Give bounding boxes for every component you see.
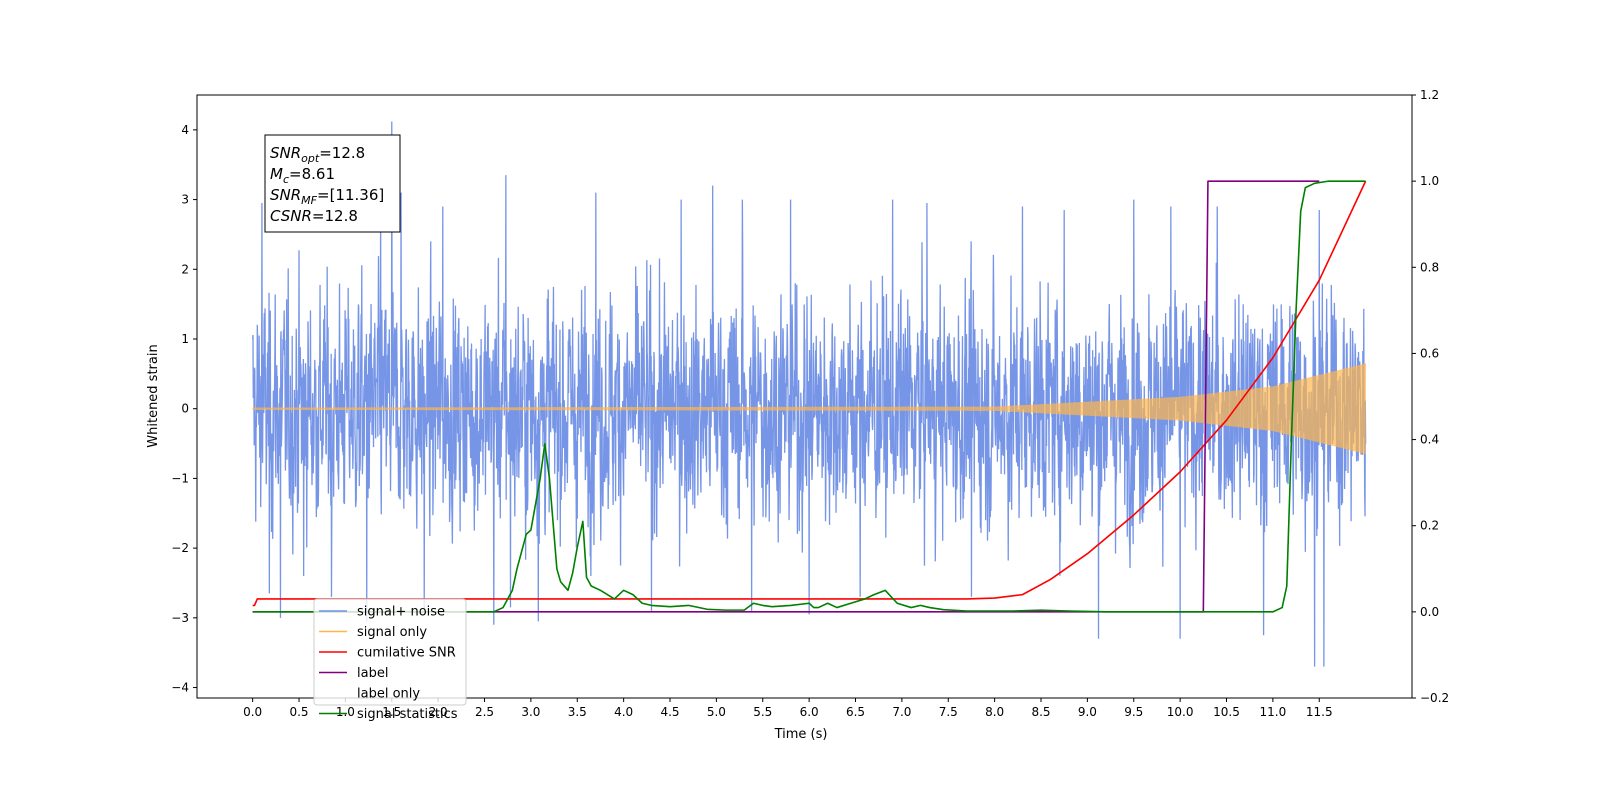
legend-label: signal+ noise: [357, 605, 445, 620]
series-signal-statistics: [252, 180, 1366, 613]
x-tick-label: 6.0: [800, 705, 819, 719]
annotation-value: =[11.36]: [317, 186, 384, 204]
y-left-tick-label: 1: [181, 332, 189, 346]
y-left-tick-label: 2: [181, 262, 189, 276]
y-left-tick-label: 4: [181, 123, 189, 137]
y-right-tick-label: 1.0: [1420, 174, 1439, 188]
y-left-tick-label: 3: [181, 193, 189, 207]
x-tick-label: 5.5: [753, 705, 772, 719]
x-tick-label: 3.5: [568, 705, 587, 719]
x-tick-label: 4.5: [660, 705, 679, 719]
y-left-tick-label: −4: [171, 681, 189, 695]
x-tick-label: 1.5: [382, 705, 401, 719]
y-right-tick-label: 0.0: [1420, 605, 1439, 619]
annotation-value: =8.61: [289, 165, 335, 183]
x-tick-label: 6.5: [846, 705, 865, 719]
annotation-line: Mc=8.61: [270, 165, 335, 186]
x-tick-label: 10.5: [1213, 705, 1240, 719]
y-left-tick-label: −2: [171, 541, 189, 555]
annotation-subscript: c: [283, 173, 289, 186]
signal-only-layer: [252, 363, 1367, 454]
y-right-tick-label: 0.8: [1420, 260, 1439, 274]
annotation-line: SNRMF=[11.36]: [270, 186, 384, 207]
annotation-symbol: SNR: [270, 144, 301, 162]
annotation-symbol: M: [270, 165, 283, 183]
y-axis-left: −4 −3 −2 −1 0 1 2 3 4: [171, 123, 197, 695]
x-tick-label: 9.0: [1078, 705, 1097, 719]
series-label: [252, 180, 1320, 613]
y-right-tick-label: 0.4: [1420, 433, 1439, 447]
legend: signal+ noise signal only cumilative SNR la…: [313, 598, 467, 722]
x-tick-label: 7.5: [939, 705, 958, 719]
annotation-symbol: CSNR: [270, 207, 312, 225]
y-right-tick-label: −0.2: [1420, 691, 1449, 705]
x-tick-label: 2.5: [475, 705, 494, 719]
x-tick-label: 8.0: [985, 705, 1004, 719]
x-tick-label: 9.5: [1124, 705, 1143, 719]
y-right-tick-label: 0.6: [1420, 346, 1439, 360]
legend-label: cumilative SNR: [357, 646, 456, 661]
y-right-tick-label: 0.2: [1420, 519, 1439, 533]
annotation-value: =12.8: [319, 144, 365, 162]
x-tick-label: 10.0: [1167, 705, 1194, 719]
y-left-tick-label: 0: [181, 402, 189, 416]
x-tick-label: 0.5: [289, 705, 308, 719]
annotation-frame: [264, 134, 401, 233]
x-axis-label: Time (s): [774, 727, 828, 742]
series-signal-only: [252, 363, 1367, 454]
legend-label: signal only: [357, 625, 427, 640]
x-axis: 0.0 0.5 1.0 1.5 2.0 2.5 3.0 3.5 4.0 4.5 5.0 5.5 6.0 6…: [243, 698, 1333, 719]
signal-plus-noise-layer: [252, 121, 1367, 667]
x-tick-label: 2.0: [429, 705, 448, 719]
annotation-line: SNRopt=12.8: [270, 144, 365, 165]
x-tick-label: 8.5: [1031, 705, 1050, 719]
series-signal-noise: [252, 121, 1367, 667]
annotation-value: =12.8: [312, 207, 358, 225]
legend-frame: [313, 598, 467, 706]
x-tick-label: 1.0: [336, 705, 355, 719]
legend-label: label only: [357, 687, 420, 702]
x-tick-label: 0.0: [243, 705, 262, 719]
y-right-tick-label: 1.2: [1420, 88, 1439, 102]
x-tick-label: 7.0: [892, 705, 911, 719]
y-axis-right: −0.2 0.0 0.2 0.4 0.6 0.8 1.0 1.2: [1412, 88, 1449, 705]
y-left-tick-label: −1: [171, 471, 189, 485]
annotation-subscript: opt: [301, 152, 320, 165]
y-left-tick-label: −3: [171, 611, 189, 625]
annotation-subscript: MF: [301, 194, 317, 207]
x-tick-label: 11.5: [1306, 705, 1333, 719]
annotation-symbol: SNR: [270, 186, 301, 204]
x-tick-label: 3.0: [521, 705, 540, 719]
x-tick-label: 5.0: [707, 705, 726, 719]
y-axis-left-label: Whitened strain: [146, 344, 161, 447]
x-tick-label: 11.0: [1260, 705, 1287, 719]
legend-label: label: [357, 666, 388, 681]
annotation-line: CSNR=12.8: [270, 207, 358, 225]
legend-label: signal statistics: [357, 707, 458, 722]
x-tick-label: 4.0: [614, 705, 633, 719]
plot-frame: [196, 94, 1413, 699]
